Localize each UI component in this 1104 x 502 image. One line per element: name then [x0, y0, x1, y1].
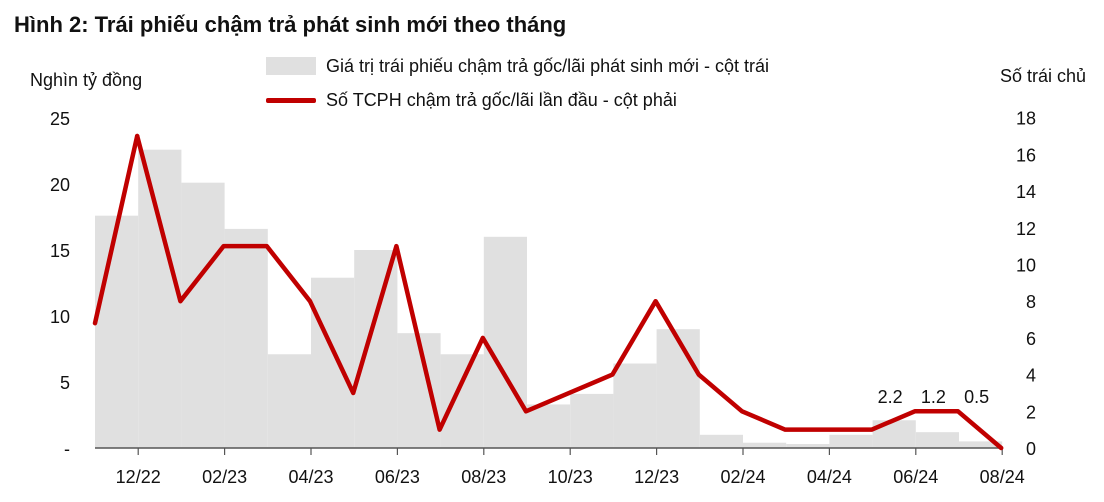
bar-14 [699, 434, 743, 448]
bar-12 [613, 363, 657, 448]
chart-title: Hình 2: Trái phiếu chậm trả phát sinh mớ… [14, 12, 567, 37]
right-tick-label: 0 [1026, 439, 1036, 459]
right-tick-label: 14 [1016, 182, 1036, 202]
bar-15 [743, 442, 787, 448]
legend-label-bar: Giá trị trái phiếu chậm trả gốc/lãi phát… [326, 55, 769, 76]
bar-0 [95, 215, 139, 448]
left-axis-label: Nghìn tỷ đồng [30, 70, 143, 90]
bar-20 [959, 441, 1003, 448]
legend: Giá trị trái phiếu chậm trả gốc/lãi phát… [266, 52, 769, 120]
x-tick-label: 08/23 [461, 467, 506, 487]
bar-11 [570, 393, 614, 448]
x-tick-label: 04/24 [807, 467, 852, 487]
x-tick-label: 04/23 [288, 467, 333, 487]
left-tick-label: 15 [50, 241, 70, 261]
line-series [134, 133, 1004, 451]
data-label: 2.2 [878, 387, 903, 407]
bar-19 [915, 432, 959, 448]
left-tick-label: 20 [50, 175, 70, 195]
right-tick-label: 10 [1016, 256, 1036, 276]
x-tick-label: 06/24 [893, 467, 938, 487]
x-tick-label: 12/23 [634, 467, 679, 487]
x-tick-label: 06/23 [375, 467, 420, 487]
right-tick-label: 2 [1026, 402, 1036, 422]
bar-17 [829, 434, 873, 448]
x-tick-label: 12/22 [116, 467, 161, 487]
legend-swatch-bar [266, 57, 316, 75]
bar-13 [656, 329, 700, 448]
bar-7 [397, 333, 441, 448]
legend-item-bar: Giá trị trái phiếu chậm trả gốc/lãi phát… [266, 52, 769, 80]
bar-4 [267, 354, 311, 448]
legend-item-line: Số TCPH chậm trả gốc/lãi lần đầu - cột p… [266, 86, 769, 114]
right-axis-label: Số trái chủ [999, 66, 1086, 86]
line-series-lead [92, 133, 140, 326]
x-tick-label: 02/23 [202, 467, 247, 487]
right-tick-label: 4 [1026, 366, 1036, 386]
right-tick-label: 16 [1016, 145, 1036, 165]
right-tick-label: 8 [1026, 292, 1036, 312]
x-tick-label: 02/24 [720, 467, 765, 487]
x-tick-label: 10/23 [548, 467, 593, 487]
bar-3 [224, 228, 268, 448]
bar-6 [354, 250, 398, 448]
bar-9 [483, 236, 527, 448]
left-tick-label: 10 [50, 307, 70, 327]
bar-5 [311, 277, 355, 448]
bar-16 [786, 444, 830, 448]
bar-10 [527, 404, 571, 448]
right-tick-label: 18 [1016, 109, 1036, 129]
right-tick-label: 6 [1026, 329, 1036, 349]
bar-2 [181, 182, 225, 448]
left-tick-label: 25 [50, 109, 70, 129]
x-tick-label: 08/24 [980, 467, 1025, 487]
right-tick-label: 12 [1016, 219, 1036, 239]
bar-1 [138, 149, 182, 448]
bar-8 [440, 354, 484, 448]
left-tick-label: 5 [60, 373, 70, 393]
data-label: 0.5 [964, 387, 989, 407]
legend-swatch-line [266, 97, 316, 103]
legend-label-line: Số TCPH chậm trả gốc/lãi lần đầu - cột p… [326, 89, 677, 110]
left-tick-label: - [64, 439, 70, 459]
data-label: 1.2 [921, 387, 946, 407]
